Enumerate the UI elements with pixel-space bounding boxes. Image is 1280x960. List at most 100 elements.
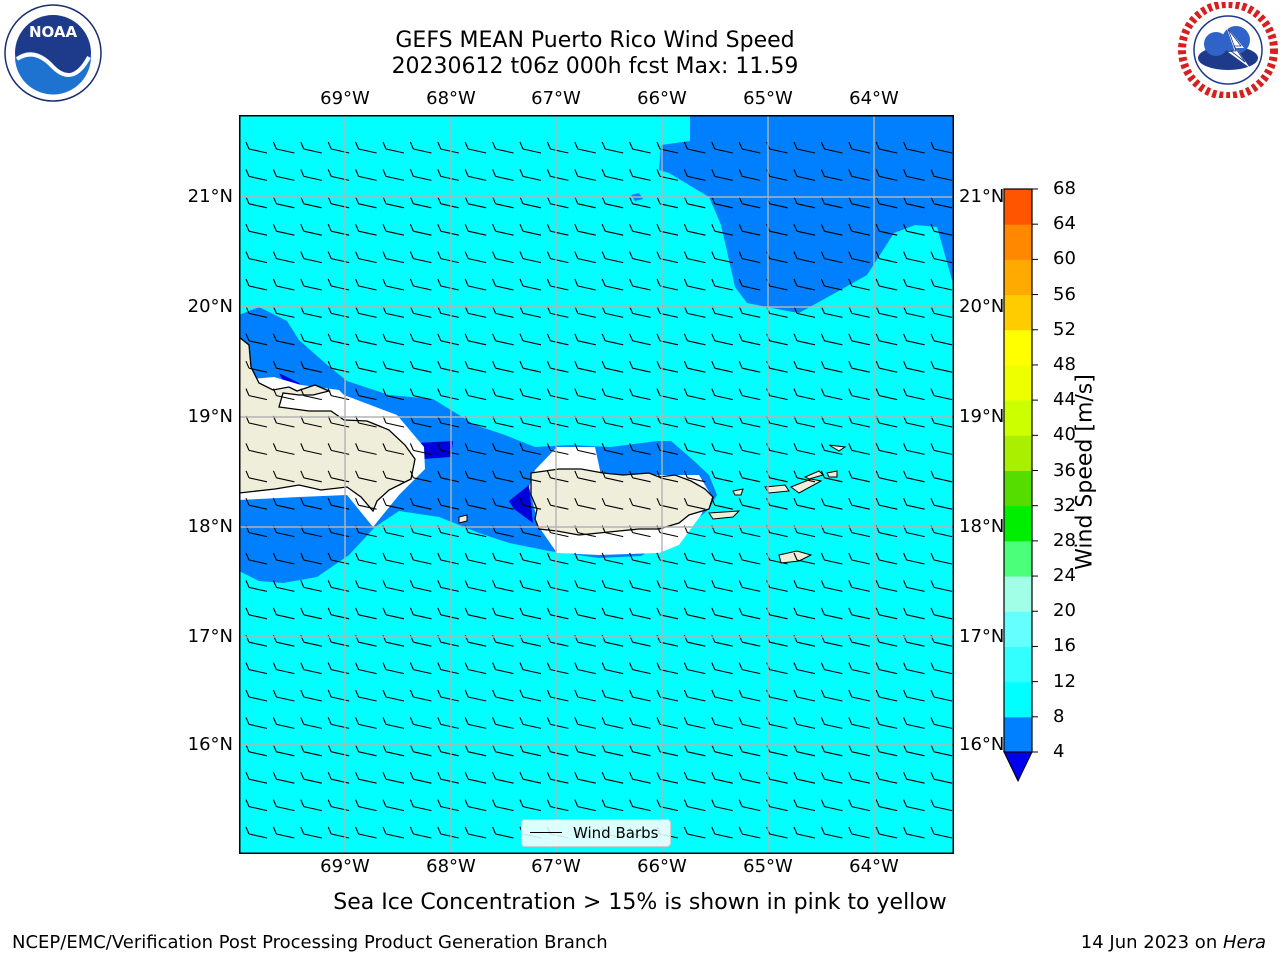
- land-anegada: [828, 444, 847, 452]
- wind-barb: [601, 607, 624, 620]
- wind-barb: [355, 169, 377, 181]
- wind-barb: [355, 662, 377, 675]
- wind-barb: [327, 278, 350, 291]
- wind-barb: [437, 497, 459, 510]
- wind-barb: [519, 251, 542, 264]
- wind-barb: [903, 196, 925, 209]
- wind-barb: [409, 689, 432, 702]
- wind-barb: [409, 278, 432, 291]
- wind-barb: [245, 717, 268, 729]
- wind-barb: [327, 169, 350, 181]
- colorbar-tick-label: 48: [1053, 353, 1076, 375]
- wind-barb: [820, 826, 843, 839]
- wind-barb: [519, 607, 542, 620]
- wind-barb: [711, 497, 733, 510]
- footer-credit: NCEP/EMC/Verification Post Processing Pr…: [12, 932, 608, 953]
- wind-barb: [820, 662, 843, 675]
- wind-barb: [848, 333, 870, 346]
- wind-barb: [574, 223, 596, 236]
- wind-barb: [300, 388, 322, 401]
- wind-barb: [437, 744, 459, 757]
- colorbar-tick-label: 4: [1053, 741, 1065, 762]
- wind-barb: [409, 333, 432, 346]
- wind-barb: [272, 552, 295, 565]
- lon-label-top: 66°W: [637, 88, 687, 109]
- wind-barb: [793, 443, 816, 455]
- wind-barb: [574, 360, 596, 373]
- wind-barb: [546, 169, 569, 181]
- wind-barb: [409, 826, 432, 839]
- wind-barb: [820, 497, 843, 510]
- wind-barb: [492, 360, 514, 373]
- wind-barb: [848, 580, 870, 592]
- wind-barb: [738, 169, 761, 181]
- colorbar-segment: [1004, 611, 1032, 647]
- wind-barb: [601, 552, 624, 565]
- wind-barb: [656, 744, 679, 757]
- wind-barb: [738, 607, 761, 620]
- wind-barb: [464, 580, 487, 592]
- wind-barb: [793, 717, 816, 729]
- wind-barb: [355, 196, 377, 209]
- wind-barb: [327, 580, 350, 592]
- lon-label-top: 67°W: [531, 88, 581, 109]
- wind-barb: [546, 360, 569, 373]
- wind-barb: [793, 169, 816, 181]
- colorbar-tick-label: 8: [1053, 705, 1065, 727]
- wind-barb: [574, 196, 596, 209]
- wind-barb: [930, 333, 953, 346]
- colorbar-tick-label: 44: [1053, 389, 1076, 411]
- wind-barb: [300, 799, 322, 812]
- wind-barb: [875, 169, 898, 181]
- colorbar-segment: [1004, 470, 1032, 507]
- wind-barb: [300, 744, 322, 757]
- wind-barb: [300, 552, 322, 565]
- wind-barb: [656, 497, 679, 510]
- wind-barb: [409, 799, 432, 812]
- wind-barb: [848, 360, 870, 373]
- lon-label-bottom: 67°W: [531, 856, 581, 877]
- lon-label-bottom: 65°W: [743, 856, 793, 877]
- wind-barb: [574, 251, 596, 264]
- wind-barb: [711, 607, 733, 620]
- wind-barb: [629, 169, 651, 181]
- wind-barb: [793, 580, 816, 592]
- wind-barb: [300, 223, 322, 236]
- wind-barb: [437, 826, 459, 839]
- wind-barb: [601, 388, 624, 401]
- wind-barb: [711, 689, 733, 702]
- wind-barb: [492, 662, 514, 675]
- wind-barb: [574, 607, 596, 620]
- wind-barb: [601, 744, 624, 757]
- footer-date: 14 Jun 2023 on Hera: [1081, 932, 1266, 953]
- wind-barb: [382, 443, 405, 455]
- wind-barb: [875, 223, 898, 236]
- wind-barb: [629, 223, 651, 236]
- wind-barb: [629, 552, 651, 565]
- wind-barb: [245, 196, 268, 209]
- wind-barb: [519, 771, 542, 784]
- wind-barb: [546, 443, 569, 455]
- wind-barb: [382, 717, 405, 729]
- wind-barb: [738, 388, 761, 401]
- wind-barb: [711, 333, 733, 346]
- lon-label-top: 65°W: [743, 88, 793, 109]
- colorbar-tick-label: 24: [1053, 565, 1076, 587]
- wind-barb: [464, 744, 487, 757]
- wind-barb: [574, 169, 596, 181]
- wind-barb: [903, 223, 925, 236]
- wind-barb: [327, 826, 350, 839]
- wind-barb: [492, 388, 514, 401]
- wind-barb: [930, 717, 953, 729]
- wind-barb: [437, 388, 459, 401]
- wind-barb: [492, 470, 514, 483]
- wind-barb: [820, 744, 843, 757]
- wind-barb: [437, 470, 459, 483]
- wind-barb: [656, 278, 679, 291]
- wind-barb: [464, 169, 487, 181]
- wind-barb: [464, 333, 487, 346]
- wind-barb: [903, 552, 925, 565]
- wind-barb: [300, 580, 322, 592]
- wind-barb: [875, 662, 898, 675]
- wind-barb: [656, 251, 679, 264]
